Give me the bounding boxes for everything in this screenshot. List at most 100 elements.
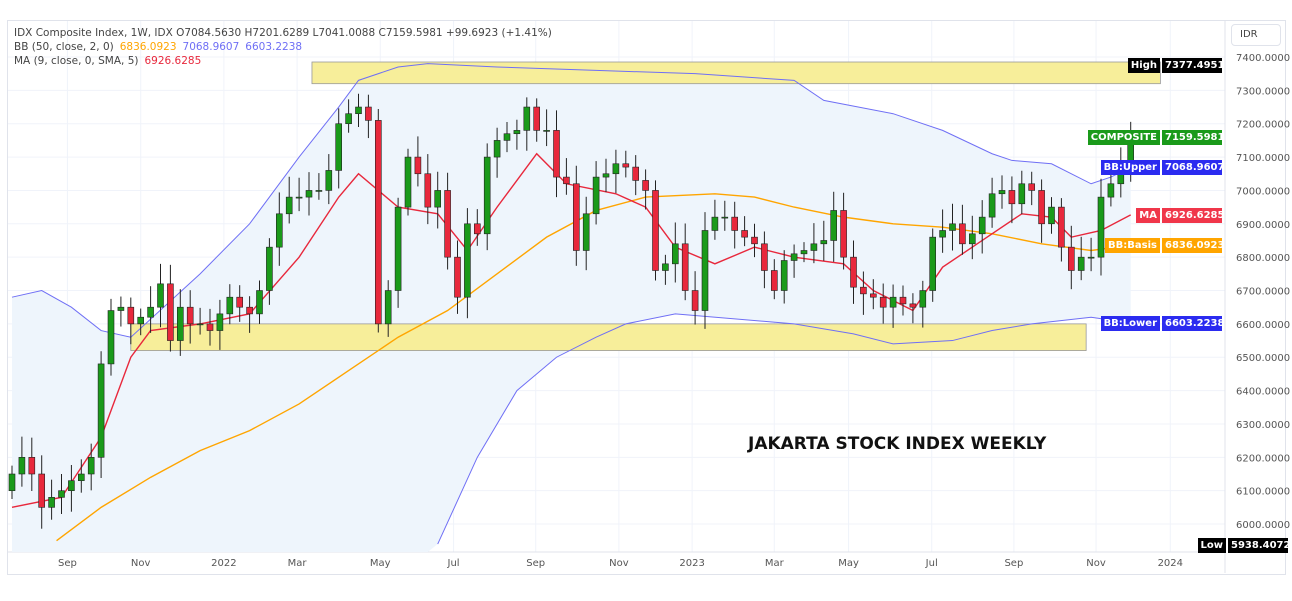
x-tick-label: Nov [609, 558, 629, 569]
y-tick-label: 6600.0000 [1236, 320, 1290, 331]
x-tick-label: Sep [1004, 558, 1023, 569]
candle [186, 290, 194, 344]
candle [879, 283, 887, 324]
y-tick-label: 6800.0000 [1236, 253, 1290, 264]
candle-body [493, 140, 501, 158]
candle [28, 437, 36, 492]
candle [483, 143, 491, 251]
candle-body [662, 263, 669, 271]
candle-body [295, 196, 303, 199]
price-tag-label: BB:Basis [1105, 238, 1160, 254]
candle [157, 263, 164, 328]
candle-body [800, 250, 808, 255]
candle [1058, 198, 1065, 262]
candle [295, 177, 303, 212]
y-tick-label: 7100.0000 [1236, 153, 1290, 164]
candle [978, 200, 986, 254]
candle [721, 200, 729, 231]
line-bb-lower [437, 313, 1131, 545]
candle-body [196, 323, 204, 326]
y-tick-label: 6200.0000 [1236, 453, 1290, 464]
candle [167, 264, 174, 352]
candle [444, 172, 451, 270]
candle-body [1107, 183, 1115, 198]
candle [256, 280, 263, 324]
currency-button[interactable]: IDR [1231, 24, 1281, 46]
y-tick-label: 7000.0000 [1236, 186, 1290, 197]
candle-body [919, 290, 927, 308]
candle-body [691, 290, 699, 311]
candle-body [186, 306, 194, 325]
candle-body [622, 163, 630, 168]
candle-body [968, 233, 976, 245]
candle-body [671, 243, 679, 265]
candle-body [167, 283, 174, 341]
bb-basis-value: 6836.0923 [119, 41, 177, 53]
candle-body [236, 296, 243, 308]
x-tick-label: Mar [288, 558, 308, 569]
candle-body [790, 253, 798, 261]
candle-body [345, 113, 352, 125]
price-tag-label: BB:Upper [1100, 160, 1160, 176]
candle [840, 192, 847, 270]
candle [1068, 225, 1075, 290]
candle-body [1077, 256, 1085, 271]
candle [671, 222, 679, 283]
candle-body [374, 120, 382, 325]
price-tag-value: 7377.4951 [1162, 57, 1224, 73]
candle [642, 169, 649, 210]
candle [889, 284, 897, 328]
candle [275, 192, 283, 266]
candle [731, 201, 739, 249]
candle-body [721, 216, 729, 219]
candle-body [652, 190, 659, 271]
candle-body [315, 190, 323, 192]
candle-body [770, 270, 778, 291]
candle [464, 208, 471, 319]
candle-body [998, 190, 1006, 195]
candle [701, 212, 709, 329]
y-tick-label: 6100.0000 [1236, 487, 1290, 498]
candle-body [1068, 246, 1075, 271]
candle-body [107, 310, 115, 365]
candle [988, 177, 996, 228]
candle [632, 155, 640, 196]
candle-body [473, 223, 481, 235]
candle-body [177, 306, 184, 341]
candle [1097, 178, 1105, 276]
candle-body [1008, 190, 1016, 205]
candle [285, 176, 293, 224]
legend-ma: MA (9, close, 0, SMA, 5) 6926.6285 [14, 55, 207, 67]
candle [622, 150, 630, 178]
candle [236, 285, 243, 322]
candle [553, 110, 560, 198]
annotation-text: JAKARTA STOCK INDEX WEEKLY [747, 434, 1047, 454]
price-tag-label: BB:Lower [1100, 315, 1160, 331]
candle-body [751, 236, 758, 245]
candle-body [325, 170, 333, 191]
candle-body [1048, 206, 1055, 225]
candle [127, 297, 135, 345]
candle-body [602, 173, 610, 178]
candle [909, 293, 917, 324]
price-tag-label: High [1127, 57, 1160, 73]
candle [434, 171, 442, 229]
candle-body [434, 190, 442, 208]
legend-main: IDX Composite Index, 1W, IDX O7084.5630 … [14, 27, 552, 39]
candle-body [533, 106, 541, 131]
candle [1008, 176, 1016, 224]
candle-body [275, 213, 283, 248]
y-tick-label: 6300.0000 [1236, 420, 1290, 431]
candle-body [404, 156, 412, 208]
candle-body [157, 283, 164, 308]
y-tick-label: 7400.0000 [1236, 53, 1290, 64]
candle [325, 154, 333, 205]
y-tick-label: 7300.0000 [1236, 86, 1290, 97]
candle-body [929, 236, 937, 291]
candle [533, 98, 541, 142]
candle [147, 286, 154, 333]
bb-label: BB (50, close, 2, 0) [14, 41, 114, 53]
x-tick-label: 2022 [211, 558, 236, 569]
candle-body [572, 183, 580, 251]
